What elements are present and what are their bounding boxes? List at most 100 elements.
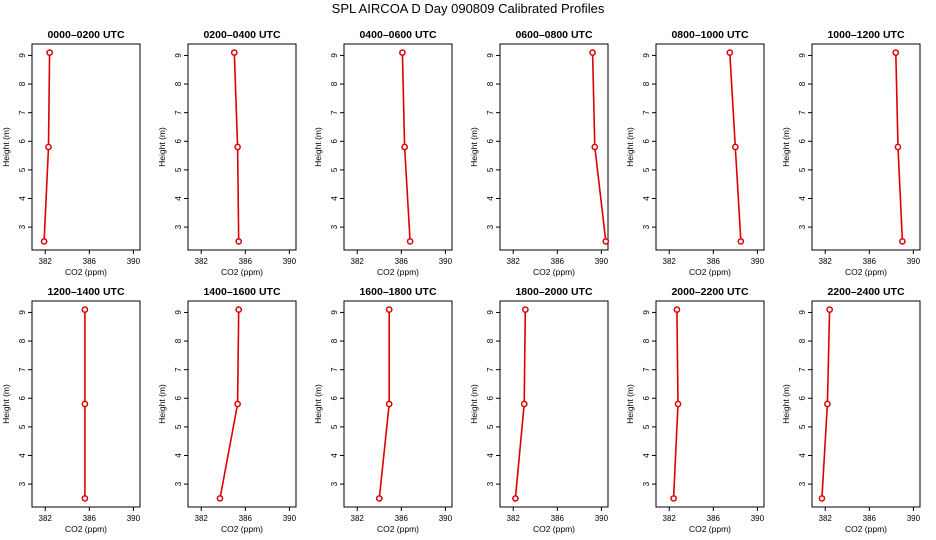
panel-12: 2200–2400 UTC 382 386 390 3 4 5 6 7 8 9 CO2 (ppm) He… <box>781 286 921 534</box>
panel-11: 2000–2200 UTC 382 386 390 3 4 5 6 7 8 9 CO2 (ppm) He… <box>625 286 765 534</box>
x-tick-label: 386 <box>239 257 253 266</box>
y-tick-label: 7 <box>642 110 651 115</box>
y-tick-label: 6 <box>330 396 339 401</box>
y-tick-label: 7 <box>330 367 339 372</box>
x-tick-label: 382 <box>663 257 677 266</box>
x-axis-label: CO2 (ppm) <box>65 524 107 534</box>
x-axis-label: CO2 (ppm) <box>533 524 575 534</box>
x-tick-label: 386 <box>863 257 877 266</box>
y-tick-label: 9 <box>330 53 339 58</box>
panel-title: 2000–2200 UTC <box>671 286 748 298</box>
y-tick-label: 3 <box>18 224 27 229</box>
y-tick-label: 6 <box>642 139 651 144</box>
data-point <box>674 400 682 408</box>
data-point <box>824 400 831 408</box>
y-tick-label: 5 <box>642 167 651 172</box>
y-tick-label: 8 <box>798 338 807 343</box>
figure-title: SPL AIRCOA D Day 090809 Calibrated Profi… <box>331 1 605 16</box>
y-tick-label: 9 <box>486 53 495 58</box>
y-tick-label: 3 <box>330 481 339 486</box>
y-tick-label: 6 <box>330 139 339 144</box>
y-tick-label: 4 <box>174 196 183 201</box>
y-tick-label: 9 <box>486 310 495 315</box>
x-axis-label: CO2 (ppm) <box>689 267 731 277</box>
y-tick-label: 8 <box>486 81 495 86</box>
y-tick-label: 7 <box>174 367 183 372</box>
y-tick-label: 3 <box>486 224 495 229</box>
y-tick-label: 4 <box>486 196 495 201</box>
y-axis-label: Height (m) <box>313 384 323 424</box>
y-tick-label: 6 <box>174 396 183 401</box>
y-tick-label: 8 <box>486 338 495 343</box>
data-point <box>512 495 519 502</box>
x-tick-label: 390 <box>283 257 297 266</box>
data-point <box>818 495 826 502</box>
y-tick-label: 5 <box>798 167 807 172</box>
panel-title: 0800–1000 UTC <box>671 29 748 41</box>
x-tick-label: 386 <box>707 514 721 523</box>
panel-title: 1800–2000 UTC <box>515 286 592 298</box>
y-tick-label: 9 <box>330 310 339 315</box>
plot-frame <box>343 43 453 251</box>
y-tick-label: 5 <box>486 424 495 429</box>
y-tick-label: 3 <box>798 224 807 229</box>
y-tick-label: 4 <box>642 453 651 458</box>
y-tick-label: 5 <box>330 167 339 172</box>
y-axis-label: Height (m) <box>781 127 791 167</box>
y-tick-label: 4 <box>174 453 183 458</box>
y-tick-label: 3 <box>642 224 651 229</box>
data-point <box>726 49 734 56</box>
y-tick-label: 6 <box>18 139 27 144</box>
panel-title: 0400–0600 UTC <box>359 29 436 41</box>
x-tick-label: 382 <box>507 514 521 523</box>
data-point <box>385 400 393 408</box>
panel-5: 0800–1000 UTC 382 386 390 3 4 5 6 7 8 9 CO2 (ppm) He… <box>625 29 765 277</box>
data-point <box>40 238 48 245</box>
x-tick-label: 390 <box>907 514 921 523</box>
data-point <box>673 306 681 313</box>
y-tick-label: 3 <box>486 481 495 486</box>
data-point <box>81 400 89 408</box>
x-tick-label: 390 <box>439 514 453 523</box>
y-tick-label: 9 <box>642 310 651 315</box>
y-tick-label: 5 <box>174 167 183 172</box>
plot-frame <box>811 300 921 508</box>
y-tick-label: 7 <box>486 367 495 372</box>
y-tick-label: 4 <box>330 196 339 201</box>
y-tick-label: 9 <box>642 53 651 58</box>
panel-1: 0000–0200 UTC 382 386 390 3 4 5 6 7 8 9 CO2 (ppm) He… <box>1 29 141 277</box>
panel-title: 0000–0200 UTC <box>47 29 124 41</box>
x-tick-label: 390 <box>439 257 453 266</box>
y-tick-label: 5 <box>642 424 651 429</box>
y-tick-label: 3 <box>174 224 183 229</box>
x-axis-label: CO2 (ppm) <box>845 524 887 534</box>
y-axis-label: Height (m) <box>781 384 791 424</box>
data-point <box>591 143 599 151</box>
panel-title: 1000–1200 UTC <box>827 29 904 41</box>
panel-title: 1600–1800 UTC <box>359 286 436 298</box>
plot-frame <box>31 43 141 251</box>
y-tick-label: 9 <box>18 310 27 315</box>
y-tick-label: 4 <box>18 196 27 201</box>
panel-6: 1000–1200 UTC 382 386 390 3 4 5 6 7 8 9 CO2 (ppm) He… <box>781 29 921 277</box>
x-axis-label: CO2 (ppm) <box>533 267 575 277</box>
x-tick-label: 390 <box>751 257 765 266</box>
data-point <box>230 49 238 56</box>
y-tick-label: 8 <box>330 338 339 343</box>
y-tick-label: 7 <box>330 110 339 115</box>
plot-frame <box>499 43 609 251</box>
y-tick-label: 7 <box>642 367 651 372</box>
plot-frame <box>187 300 297 508</box>
y-axis-label: Height (m) <box>1 127 11 167</box>
y-tick-label: 5 <box>486 167 495 172</box>
y-tick-label: 5 <box>18 167 27 172</box>
y-tick-label: 6 <box>486 139 495 144</box>
y-tick-label: 6 <box>18 396 27 401</box>
x-tick-label: 390 <box>127 514 141 523</box>
y-tick-label: 4 <box>642 196 651 201</box>
x-axis-label: CO2 (ppm) <box>221 267 263 277</box>
y-axis-label: Height (m) <box>1 384 11 424</box>
y-tick-label: 6 <box>486 396 495 401</box>
data-point <box>406 238 414 245</box>
y-tick-label: 3 <box>174 481 183 486</box>
